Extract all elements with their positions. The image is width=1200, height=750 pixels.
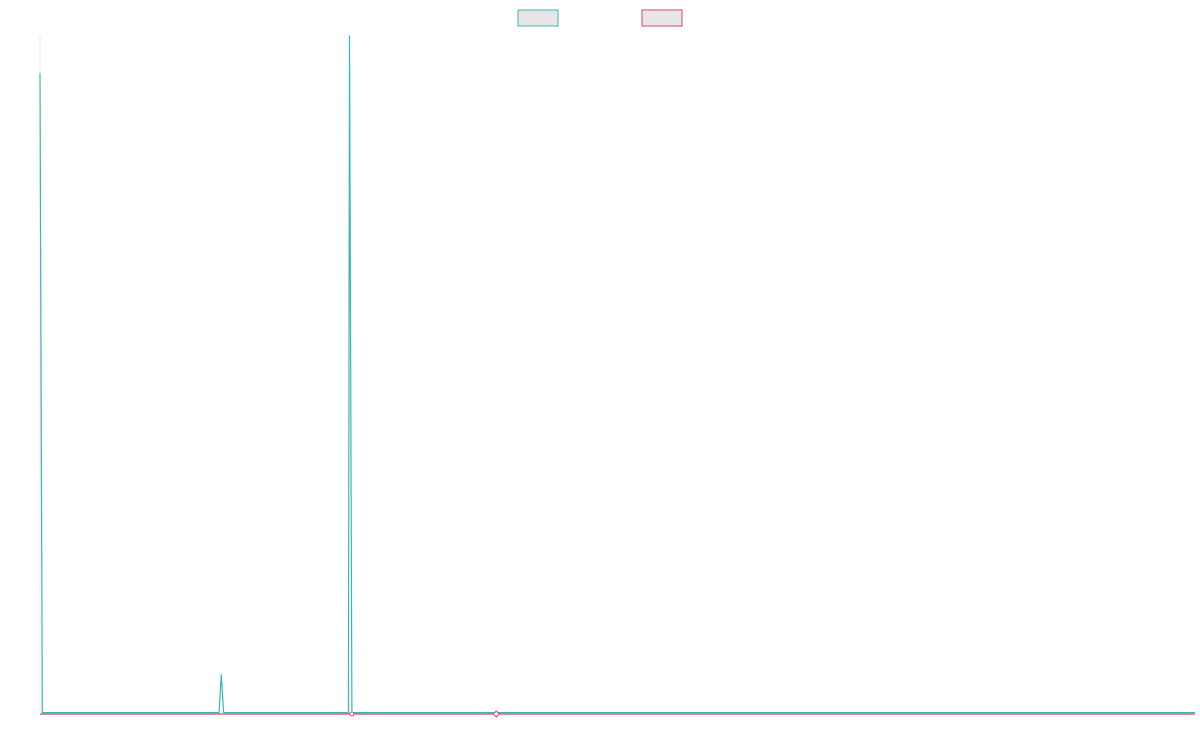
series-1-line — [39, 35, 1195, 714]
legend-swatch-1[interactable] — [517, 9, 559, 27]
series-2-point-1 — [349, 711, 355, 717]
series-2-point-2 — [492, 710, 500, 718]
legend-swatch-2[interactable] — [641, 9, 683, 27]
legend — [517, 9, 683, 27]
series-layer — [39, 35, 1195, 715]
marker-layer — [349, 710, 500, 718]
plot-area — [39, 35, 1195, 718]
